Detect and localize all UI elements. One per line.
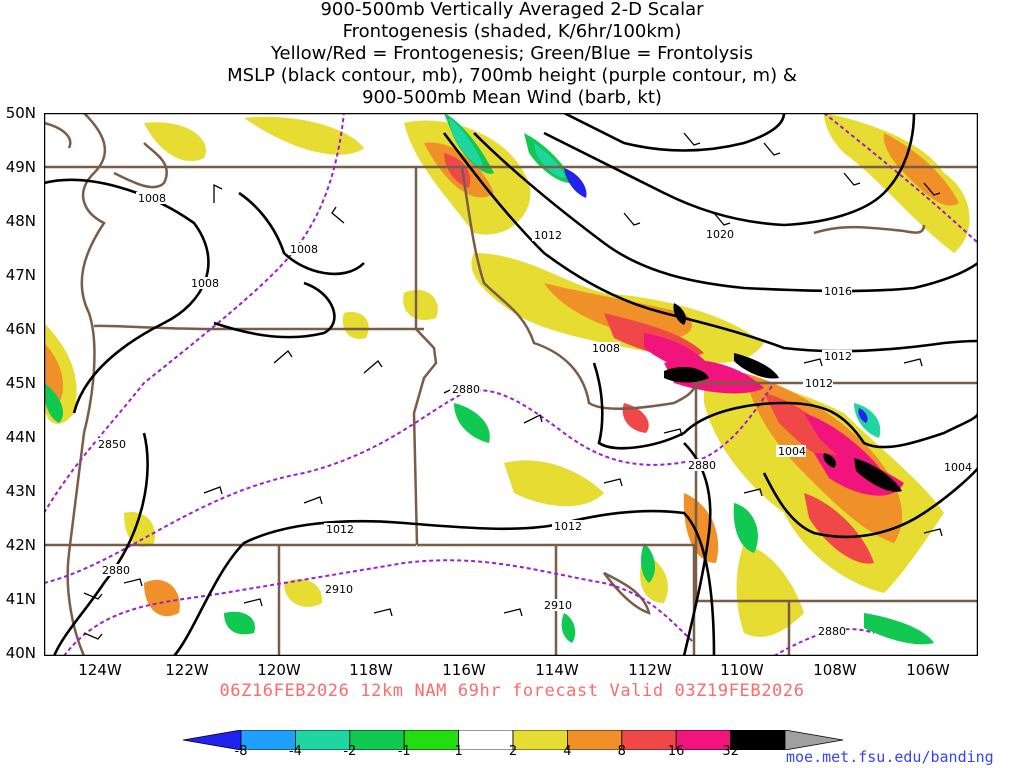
colorbar-label: 1 xyxy=(454,744,463,759)
map-title-line-5: 900-500mb Mean Wind (barb, kt) xyxy=(362,87,662,108)
isobar-label: 1008 xyxy=(290,243,318,256)
lat-label-41n: 41N xyxy=(5,590,36,608)
lon-label-106w: 106W xyxy=(906,661,950,679)
height-label: 2910 xyxy=(325,583,353,596)
colorbar-label: 8 xyxy=(617,744,626,759)
map-title-line-1: 900-500mb Vertically Averaged 2-D Scalar xyxy=(320,0,704,20)
map-title-line-4: MSLP (black contour, mb), 700mb height (… xyxy=(227,65,797,86)
colorbar-label: 16 xyxy=(667,744,685,759)
height-label: 2880 xyxy=(102,564,130,577)
colorbar-label: -2 xyxy=(343,744,357,759)
lon-label-114w: 114W xyxy=(535,661,579,679)
lon-label-124w: 124W xyxy=(78,661,122,679)
lon-label-108w: 108W xyxy=(813,661,857,679)
isobar-label: 1012 xyxy=(326,523,354,536)
frontogenesis-map: 1008 1008 1008 1012 1016 1020 1012 1008 … xyxy=(44,113,978,656)
isobar-label: 1008 xyxy=(191,277,219,290)
map-title-line-3: Yellow/Red = Frontogenesis; Green/Blue =… xyxy=(270,43,754,64)
colorbar-cell xyxy=(784,730,843,750)
lat-label-50n: 50N xyxy=(5,104,36,122)
forecast-valid-line: 06Z16FEB2026 12km NAM 69hr forecast Vali… xyxy=(219,681,805,701)
colorbar-label: 2 xyxy=(508,744,518,759)
height-label: 2850 xyxy=(98,438,126,451)
map-title-line-2: Frontogenesis (shaded, K/6hr/100km) xyxy=(342,21,682,42)
height-label: 2910 xyxy=(544,599,572,612)
lon-label-118w: 118W xyxy=(349,661,393,679)
isobar-label: 1008 xyxy=(592,342,620,355)
lon-label-120w: 120W xyxy=(257,661,301,679)
colorbar-label: 32 xyxy=(722,744,739,759)
lon-label-116w: 116W xyxy=(442,661,486,679)
credit-url[interactable]: moe.met.fsu.edu/banding xyxy=(786,748,994,766)
height-label: 2880 xyxy=(688,459,716,472)
frontogenesis-extreme-area xyxy=(664,303,902,492)
isobar-label: 1012 xyxy=(805,377,833,390)
frontogenesis-shading xyxy=(44,113,970,645)
isobar-label: 1008 xyxy=(138,192,166,205)
colorbar-label: -1 xyxy=(397,744,411,759)
lon-label-122w: 122W xyxy=(165,661,209,679)
lon-label-112w: 112W xyxy=(628,661,672,679)
lat-label-46n: 46N xyxy=(5,320,36,338)
isobar-label: 1012 xyxy=(554,520,582,533)
lat-label-42n: 42N xyxy=(5,536,36,554)
colorbar-label: -4 xyxy=(288,744,302,759)
isobar-label: 1012 xyxy=(824,350,852,363)
lat-label-48n: 48N xyxy=(5,212,36,230)
wind-barbs xyxy=(83,132,943,640)
isobar-label: 1004 xyxy=(778,445,806,458)
isobar-label: 1012 xyxy=(534,229,562,242)
lat-label-44n: 44N xyxy=(5,428,36,446)
colorbar-label: 4 xyxy=(563,744,572,759)
lat-label-45n: 45N xyxy=(5,374,36,392)
isobar-label: 1016 xyxy=(824,285,852,298)
height-label: 2880 xyxy=(818,625,846,638)
isobar-label: 1004 xyxy=(944,461,972,474)
map-frame xyxy=(44,113,978,656)
mslp-isobars xyxy=(44,113,978,656)
lat-label-43n: 43N xyxy=(5,482,36,500)
height-label: 2880 xyxy=(452,383,480,396)
lon-label-110w: 110W xyxy=(720,661,764,679)
frontolysis-very-strong-area xyxy=(564,168,868,423)
colorbar-label: -8 xyxy=(234,744,248,759)
isobar-label: 1020 xyxy=(706,228,734,241)
lat-label-49n: 49N xyxy=(5,158,36,176)
lat-label-40n: 40N xyxy=(5,644,36,662)
colorbar xyxy=(183,730,843,750)
lat-label-47n: 47N xyxy=(5,266,36,284)
